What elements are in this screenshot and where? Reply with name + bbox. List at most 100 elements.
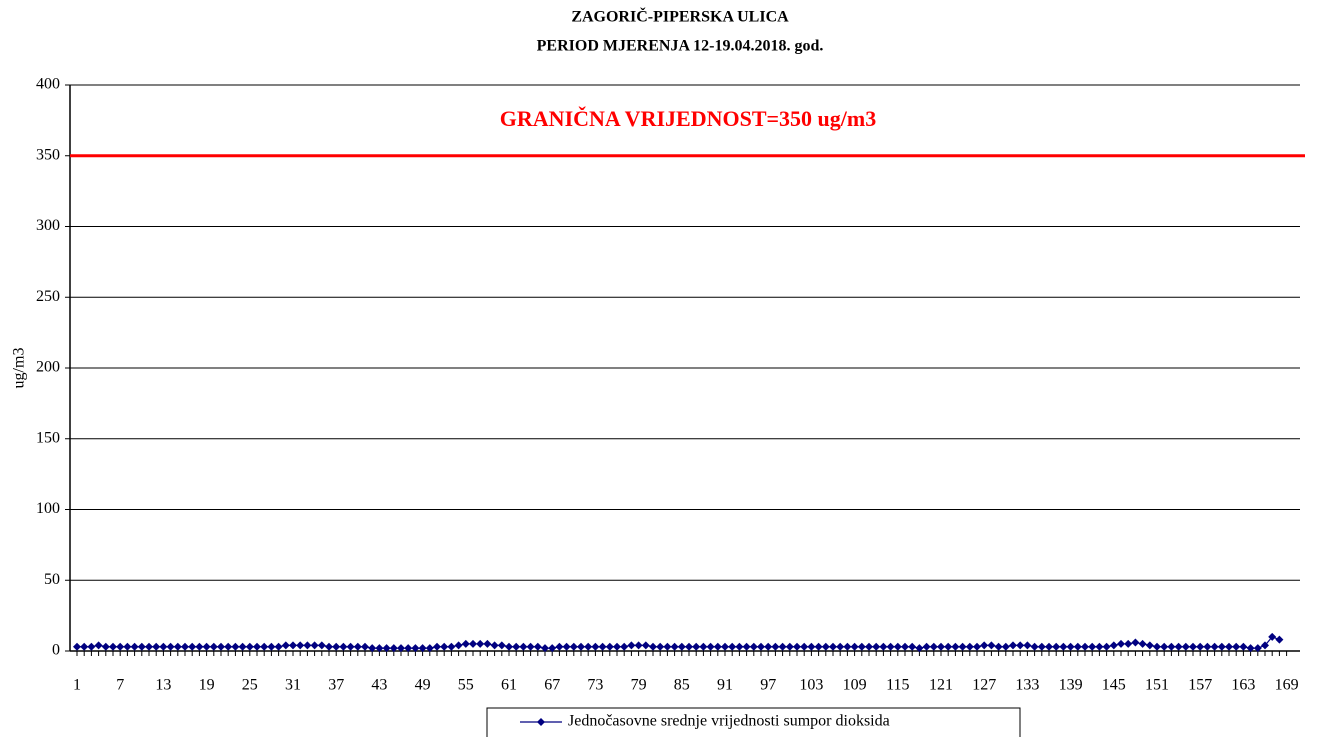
marker [332,642,341,651]
chart-title: ZAGORIČ-PIPERSKA ULICA [571,7,789,26]
marker [166,642,175,651]
marker [245,642,254,651]
x-tick-label: 37 [328,677,344,694]
marker [116,642,125,651]
x-tick-label: 103 [799,677,823,694]
marker [951,642,960,651]
marker [929,642,938,651]
marker [800,642,809,651]
marker [505,642,513,651]
marker [368,644,377,653]
marker [1203,642,1212,651]
y-tick-label: 200 [36,359,60,376]
marker [1037,642,1046,651]
x-tick-label: 43 [371,677,387,694]
marker [872,642,881,651]
x-tick-label: 79 [631,677,647,694]
x-tick-label: 109 [843,677,867,694]
legend-label: Jednočasovne srednje vrijednosti sumpor … [568,713,890,730]
marker [346,642,355,651]
x-tick-label: 97 [760,677,776,694]
marker [685,642,693,651]
x-tick-label: 31 [285,677,301,694]
marker [699,642,708,651]
marker [641,641,650,650]
marker [483,639,492,648]
y-tick-label: 0 [52,642,60,659]
marker [440,642,449,651]
marker [173,642,182,651]
marker [526,642,535,651]
marker [965,642,974,651]
y-tick-label: 150 [36,429,60,446]
marker [980,641,989,650]
marker [260,642,269,651]
marker [281,641,290,650]
x-tick-label: 85 [674,677,690,694]
marker [87,642,96,651]
marker [649,642,657,651]
marker [757,642,765,651]
marker [793,642,801,651]
x-tick-label: 157 [1188,677,1212,694]
marker [353,642,362,651]
marker [886,642,895,651]
marker [137,642,146,651]
marker [253,642,261,651]
marker [1124,639,1133,648]
marker [130,642,139,651]
marker [1131,638,1140,647]
marker [735,642,744,651]
marker [613,642,621,651]
marker [1066,642,1075,651]
marker [209,642,218,651]
marker [656,642,665,651]
marker [1253,644,1262,653]
marker [908,642,917,651]
x-tick-label: 19 [199,677,215,694]
threshold-label: GRANIČNA VRIJEDNOST=350 ug/m3 [500,106,876,131]
marker [728,642,737,651]
marker [937,642,945,651]
marker [922,642,931,651]
marker [627,641,636,650]
marker [1045,642,1053,651]
marker [224,642,233,651]
marker [1196,642,1205,651]
marker [454,641,463,650]
marker [1030,642,1039,651]
marker [1016,641,1025,650]
marker [591,642,600,651]
marker [238,642,247,651]
marker [879,642,888,651]
marker [562,642,571,651]
marker [73,642,81,651]
marker [1073,642,1082,651]
marker [404,644,413,653]
marker [382,644,391,653]
marker [893,642,902,651]
marker [1160,642,1169,651]
marker [145,642,153,651]
marker [1009,641,1017,650]
marker [533,642,542,651]
marker [1052,642,1061,651]
marker [865,642,873,651]
marker [325,642,333,651]
marker [973,642,981,651]
marker [785,642,794,651]
marker [771,642,780,651]
x-tick-label: 25 [242,677,258,694]
marker [742,642,751,651]
marker [361,642,369,651]
marker [721,642,729,651]
marker [1109,641,1118,650]
marker [274,642,283,651]
marker [821,642,830,651]
legend-marker [537,718,545,726]
marker [1217,642,1226,651]
x-tick-label: 55 [458,677,474,694]
x-tick-label: 121 [929,677,953,694]
marker [375,644,384,653]
marker [231,642,240,651]
